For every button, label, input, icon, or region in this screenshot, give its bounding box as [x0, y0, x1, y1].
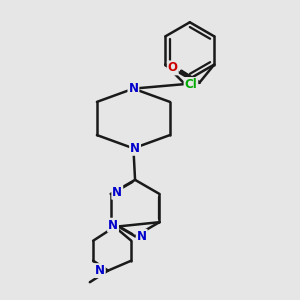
- Text: N: N: [108, 219, 118, 232]
- Text: Cl: Cl: [184, 78, 197, 91]
- Text: N: N: [128, 82, 138, 95]
- Text: O: O: [168, 61, 178, 74]
- Text: N: N: [130, 142, 140, 155]
- Text: N: N: [112, 186, 122, 199]
- Text: N: N: [95, 264, 105, 277]
- Text: N: N: [137, 230, 147, 243]
